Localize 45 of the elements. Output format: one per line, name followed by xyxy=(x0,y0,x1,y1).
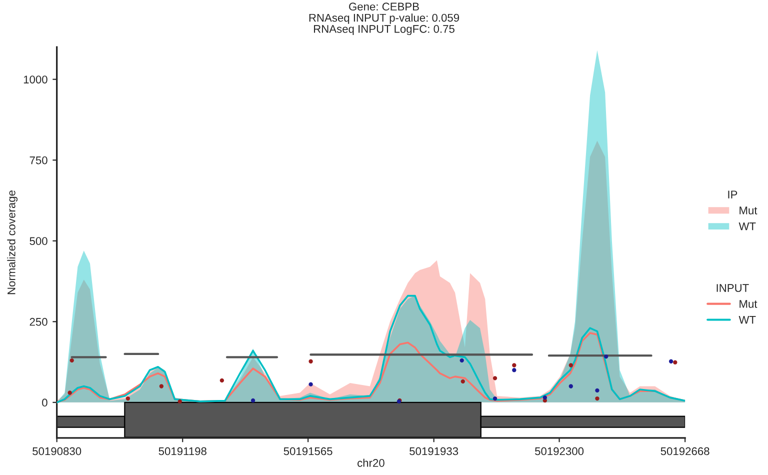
point xyxy=(159,384,164,388)
legend-label: Mut xyxy=(740,300,758,308)
point xyxy=(460,379,465,384)
point xyxy=(70,358,74,362)
legend-label: WT xyxy=(738,316,756,324)
point xyxy=(308,382,313,386)
point xyxy=(542,395,548,400)
line-series xyxy=(56,294,686,404)
x-tick-label: 50191198 xyxy=(158,447,206,456)
point xyxy=(492,376,498,380)
point xyxy=(604,354,608,359)
point xyxy=(568,384,573,388)
chart-subtitle: RNAseq INPUT p-value: 0.059 RNAseq INPUT LogFC: 0.75 xyxy=(309,14,460,36)
y-tick-label: 1000 xyxy=(24,76,48,84)
y-tick-label: 0 xyxy=(42,398,48,407)
point xyxy=(220,378,224,383)
y-axis-title: Normalized coverage xyxy=(7,190,18,294)
point xyxy=(673,360,678,364)
point xyxy=(126,396,130,401)
point xyxy=(512,363,516,368)
point xyxy=(250,398,256,403)
x-tick-label: 50192300 xyxy=(535,447,584,456)
point xyxy=(512,368,516,372)
point xyxy=(308,359,313,364)
point xyxy=(568,363,573,368)
point xyxy=(595,388,600,393)
chart-title: Gene: CEBPB xyxy=(349,2,419,11)
y-tick-label: 250 xyxy=(30,318,48,326)
text: INPUT xyxy=(716,284,749,292)
x-tick-label: 50191565 xyxy=(284,447,332,456)
y-tick-label: 500 xyxy=(30,237,48,246)
legend-label: WT xyxy=(738,222,756,230)
x-tick-label: 50192668 xyxy=(660,447,710,456)
point xyxy=(668,359,674,364)
point xyxy=(68,390,72,395)
x-tick-label: 50191933 xyxy=(410,447,458,456)
point xyxy=(178,399,182,404)
text: IP xyxy=(728,190,738,198)
x-tick-label: 50190830 xyxy=(32,447,82,456)
point xyxy=(460,358,464,362)
point xyxy=(492,396,498,401)
legend-label: Mut xyxy=(740,206,758,214)
y-tick-label: 750 xyxy=(30,156,48,164)
point xyxy=(595,396,600,401)
x-axis-title: chr20 xyxy=(358,458,384,467)
